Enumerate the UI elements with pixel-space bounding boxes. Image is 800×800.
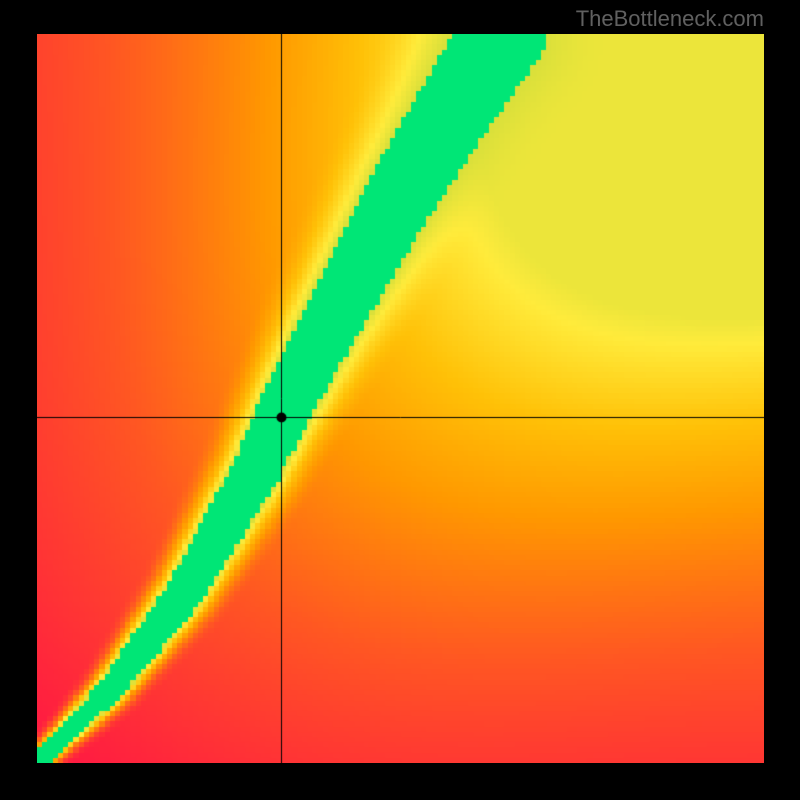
bottleneck-heatmap — [37, 34, 764, 763]
watermark-text: TheBottleneck.com — [576, 6, 764, 32]
chart-container: TheBottleneck.com — [0, 0, 800, 800]
